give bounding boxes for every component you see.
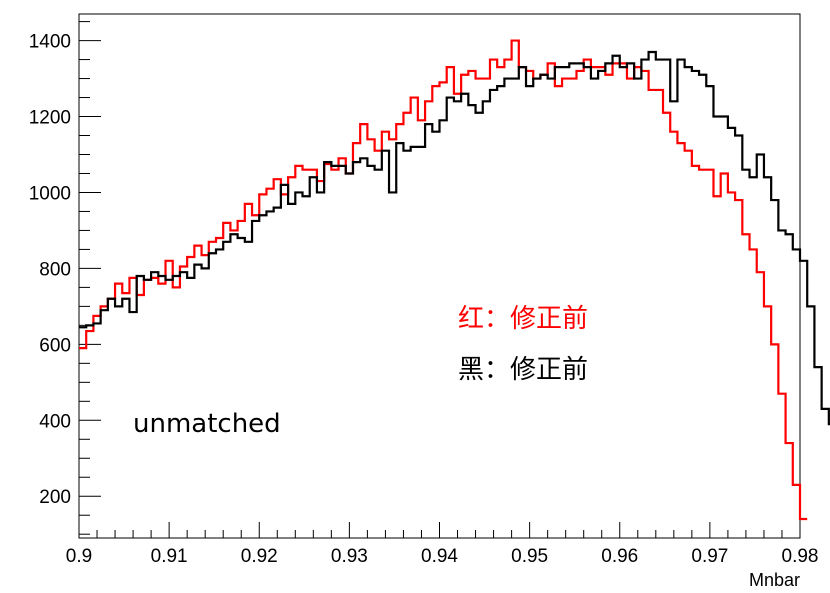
x-tick-label: 0.93 [331, 546, 368, 567]
x-tick-labels: 0.9 0.91 0.92 0.93 0.94 0.95 0.96 0.97 0.98 [66, 546, 819, 567]
x-tick-label: 0.9 [66, 546, 92, 567]
x-tick-label: 0.95 [511, 546, 548, 567]
tick-marks [78, 21, 801, 538]
y-tick-label: 1000 [29, 183, 71, 204]
x-axis-title: Mnbar [749, 570, 800, 590]
series-layer [79, 39, 830, 521]
y-tick-label: 600 [39, 335, 71, 356]
series-red-histogram [79, 39, 808, 521]
x-tick-label: 0.94 [421, 546, 458, 567]
annotation-red-legend: 红：修正前 [458, 304, 588, 334]
y-tick-label: 1400 [29, 32, 71, 53]
x-tick-label: 0.97 [691, 546, 728, 567]
y-tick-label: 1200 [29, 108, 71, 129]
x-tick-label: 0.92 [241, 546, 278, 567]
y-tick-label: 800 [39, 259, 71, 280]
annotation-unmatched: unmatched [133, 409, 281, 439]
annotation-black-legend: 黑：修正前 [458, 355, 588, 385]
y-tick-label: 200 [39, 487, 71, 508]
x-tick-label: 0.98 [782, 546, 819, 567]
x-tick-label: 0.96 [601, 546, 638, 567]
x-tick-label: 0.91 [151, 546, 188, 567]
y-tick-label: 400 [39, 411, 71, 432]
y-tick-labels: 200 400 600 800 1000 1200 1400 [29, 32, 71, 509]
series-black-histogram [79, 50, 830, 426]
